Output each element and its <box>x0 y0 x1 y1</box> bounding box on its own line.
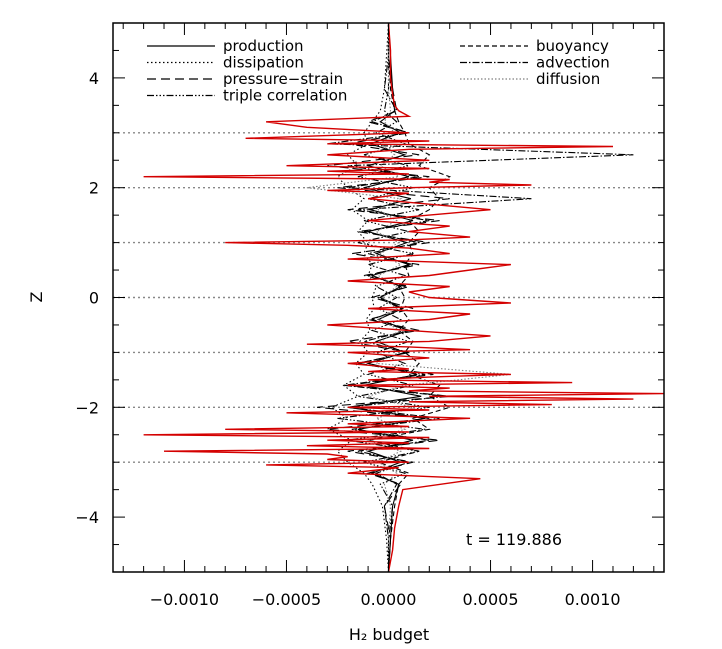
x-axis-label: H₂ budget <box>349 625 429 644</box>
plot-area <box>143 22 665 573</box>
x-tick-label: 0.0000 <box>361 590 417 609</box>
legend-label: advection <box>536 54 610 72</box>
tick-marks <box>113 22 664 573</box>
legend-label: triple correlation <box>223 87 347 105</box>
x-tick-label: −0.0005 <box>252 590 321 609</box>
y-axis-label: Z <box>27 291 46 302</box>
y-tick-label: 0 <box>89 289 99 308</box>
x-tick-label: 0.0005 <box>463 590 519 609</box>
time-annotation: t = 119.886 <box>466 530 562 549</box>
series-line-dissipation <box>326 22 390 573</box>
legend-label: diffusion <box>536 70 600 88</box>
series-line-red-total <box>143 22 665 573</box>
legend-label: production <box>223 37 304 55</box>
legend-label: dissipation <box>223 54 304 72</box>
x-tick-label: −0.0010 <box>150 590 219 609</box>
tick-labels: −0.0010 −0.0005 0.0000 0.0005 0.0010 −4 −2 0 2 4 <box>75 69 620 609</box>
y-tick-label: −4 <box>75 508 99 527</box>
x-tick-label: 0.0010 <box>565 590 621 609</box>
legend-label: pressure−strain <box>223 70 343 88</box>
legend-label: buoyancy <box>536 37 609 55</box>
y-tick-label: −2 <box>75 398 99 417</box>
series-line-advection <box>327 23 634 572</box>
series-line-buoyancy <box>367 23 452 573</box>
y-tick-label: 2 <box>89 179 99 198</box>
y-tick-label: 4 <box>89 69 99 88</box>
series-line-diffusion <box>306 23 511 572</box>
legend: productiondissipationpressure−straintrip… <box>147 37 610 105</box>
